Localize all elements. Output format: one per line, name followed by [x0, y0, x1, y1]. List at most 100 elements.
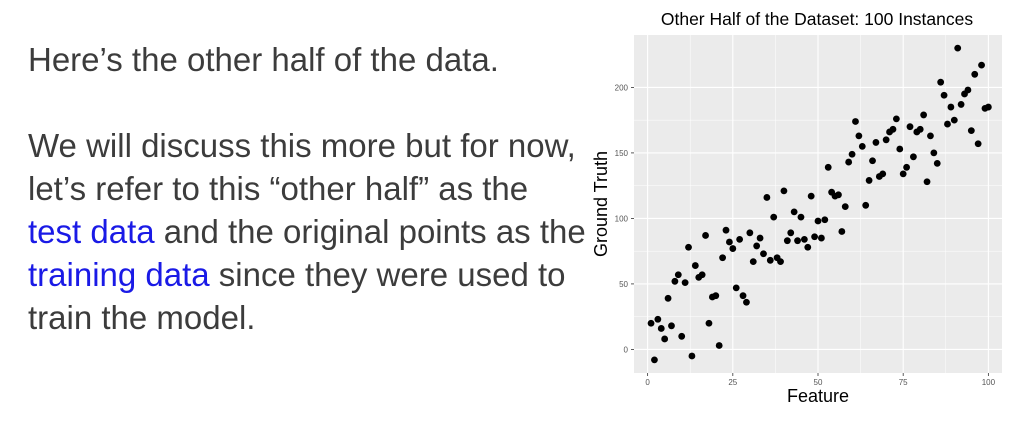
scatter-point [722, 226, 730, 234]
y-tick-label: 0 [624, 345, 629, 354]
scatter-point [896, 145, 904, 153]
scatter-point [927, 132, 934, 140]
scatter-point [668, 322, 675, 330]
scatter-point [903, 163, 910, 171]
explanation-paragraph: We will discuss this more but for now, l… [28, 124, 588, 339]
scatter-point [705, 319, 713, 327]
scatter-point [879, 170, 887, 178]
chart-title: Other Half of the Dataset: 100 Instances [661, 9, 974, 29]
scatter-point [702, 232, 709, 239]
scatter-point [824, 163, 832, 171]
x-axis-label: Feature [787, 386, 849, 406]
scatter-point [647, 319, 655, 327]
scatter-point [865, 177, 873, 184]
y-tick-label: 50 [619, 280, 628, 289]
scatter-point [818, 234, 825, 242]
scatter-point [838, 228, 846, 235]
scatter-point [661, 335, 669, 343]
scatter-point [910, 153, 917, 161]
scatter-point [947, 103, 955, 111]
scatter-point [933, 159, 941, 167]
scatter-chart: Other Half of the Dataset: 100 Instances… [585, 0, 1023, 436]
scatter-point [869, 157, 876, 165]
scatter-point [848, 150, 856, 158]
scatter-point [807, 192, 815, 200]
scatter-point [729, 245, 737, 252]
scatter-point [749, 258, 757, 266]
scatter-point [852, 118, 859, 125]
scatter-point [957, 101, 965, 108]
scatter-point [923, 178, 931, 186]
scatter-point [855, 132, 863, 140]
scatter-point [930, 149, 938, 157]
scatter-point [920, 111, 928, 119]
scatter-point [715, 342, 723, 349]
scatter-point [763, 194, 771, 201]
x-tick-label: 75 [899, 378, 908, 387]
y-tick-label: 150 [615, 149, 629, 158]
scatter-point [746, 229, 754, 237]
scatter-point [845, 158, 853, 166]
scatter-point [974, 140, 982, 148]
scatter-point [736, 235, 744, 243]
explanation-text-2: and the original points as the [154, 213, 586, 250]
scatter-point [971, 70, 979, 78]
scatter-point [787, 229, 795, 237]
scatter-point [688, 352, 696, 360]
scatter-point [978, 61, 985, 69]
scatter-point [889, 125, 897, 133]
intro-text: Here’s the other half of the data. [28, 41, 499, 78]
scatter-point [756, 234, 764, 242]
scatter-point [743, 298, 750, 306]
explanation-text-3: since they were used to train the model. [28, 256, 566, 336]
scatter-point [671, 277, 679, 285]
explanation-text-1: We will discuss this more but for now, l… [28, 127, 576, 207]
scatter-point [678, 332, 686, 340]
scatter-point [681, 279, 689, 287]
scatter-point [882, 136, 890, 144]
test-data-link[interactable]: test data [28, 213, 155, 250]
scatter-point [858, 142, 866, 150]
x-tick-label: 50 [814, 378, 823, 387]
scatter-point [790, 208, 798, 216]
scatter-point [783, 237, 791, 245]
scatter-point [835, 191, 842, 199]
scatter-point [685, 243, 692, 251]
training-data-link[interactable]: training data [28, 256, 210, 293]
scatter-point [872, 139, 880, 146]
scatter-point [797, 213, 805, 221]
scatter-point [950, 116, 958, 124]
scatter-point [760, 250, 767, 258]
y-axis-label: Ground Truth [591, 151, 611, 257]
scatter-point [906, 123, 914, 131]
scatter-point [892, 115, 900, 123]
scatter-point [954, 44, 962, 52]
scatter-point [766, 256, 774, 264]
scatter-point [753, 242, 761, 250]
scatter-point [719, 254, 726, 262]
scatter-point [964, 86, 972, 94]
scatter-point [691, 262, 699, 269]
scatter-point [712, 292, 720, 300]
scatter-point [811, 233, 818, 241]
scatter-point [664, 294, 672, 302]
scatter-point [821, 216, 829, 224]
scatter-point [780, 187, 788, 195]
scatter-point [937, 78, 945, 86]
y-tick-label: 200 [615, 83, 629, 92]
scatter-point [739, 292, 747, 300]
scatter-point [814, 217, 822, 225]
scatter-point [770, 213, 778, 221]
scatter-point [777, 258, 784, 266]
scatter-point [967, 127, 975, 135]
scatter-point [916, 125, 924, 133]
scatter-point [794, 237, 801, 245]
x-tick-label: 100 [982, 378, 996, 387]
data-points [647, 44, 992, 364]
scatter-point [899, 170, 907, 178]
scatter-point [674, 271, 682, 279]
scatter-chart-svg: Other Half of the Dataset: 100 Instances… [591, 9, 1002, 406]
scatter-point [984, 103, 992, 111]
x-tick-label: 0 [645, 378, 650, 387]
y-tick-label: 100 [615, 214, 629, 223]
